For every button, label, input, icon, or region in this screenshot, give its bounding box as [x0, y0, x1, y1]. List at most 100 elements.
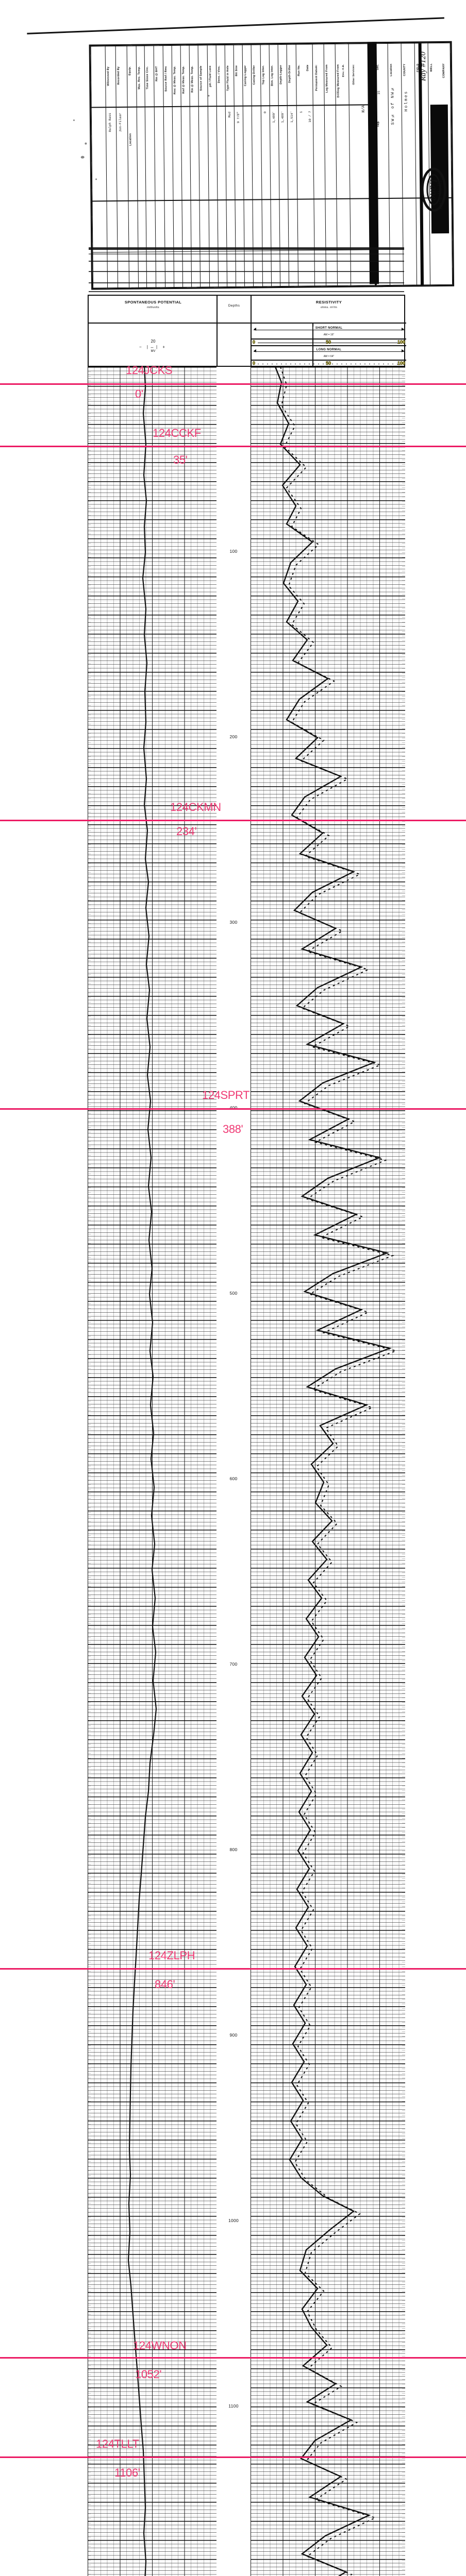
depth-label: 800: [229, 1847, 238, 1852]
header-field-label: Recorded By: [116, 66, 121, 85]
header-field-value: 0: [263, 111, 267, 114]
header-data-table: Witnessed By Recorded By Equip. Location…: [89, 42, 384, 290]
service-company-name: Lane Wells: [436, 180, 444, 210]
header-field-value: 1,514': [290, 111, 294, 123]
log-track-area: 100 200 300 400 500 600 700 800 900 1000…: [88, 367, 405, 2576]
formation-pick-line: [0, 1968, 466, 1970]
header-top-rule: [27, 17, 444, 35]
long-normal-tick-100: 100: [397, 361, 405, 366]
header-field-label: Drilling Measured From: [336, 64, 340, 98]
header-field-label: Equip.: [128, 66, 132, 76]
header-field-label: Dens. / Visc.: [217, 65, 221, 83]
depth-label: 400: [229, 1105, 238, 1110]
header-field-value: 9 7/8": [236, 111, 241, 124]
sp-scale-minus: −: [139, 345, 144, 349]
depth-label: 300: [229, 920, 238, 925]
header-field-value: 1: [299, 111, 303, 113]
location-label: Location: [389, 63, 393, 77]
header-field-label: Date: [306, 64, 310, 71]
scan-smudge-band: [89, 261, 404, 262]
other-services-value: N/A: [361, 105, 366, 113]
scan-smudge-band: [89, 271, 404, 272]
formation-pick-depth: 0': [135, 387, 143, 400]
short-normal-tick-0: 0: [253, 340, 256, 345]
formation-pick-name: 124WNON: [133, 2339, 187, 2352]
header-field-label: Casing-Driller: [252, 65, 256, 85]
county-label: COUNTY: [403, 63, 407, 76]
header-field-value: Jon-Filaar: [118, 112, 123, 132]
header-field-label: Source Rmf / Rmc: [164, 66, 168, 92]
formation-pick-depth: 234': [176, 825, 197, 838]
sp-track-units: millivolts: [147, 306, 159, 309]
formation-pick-line: [0, 383, 466, 385]
depth-label: 600: [229, 1476, 238, 1481]
lane-wells-logo: Lane: [409, 165, 455, 215]
depth-label: 900: [229, 2032, 238, 2038]
depth-track: 100 200 300 400 500 600 700 800 900 1000…: [217, 367, 251, 2576]
depth-label: 100: [229, 549, 238, 554]
sec-value: 15: [377, 91, 381, 95]
short-normal-tick-50: 50: [326, 340, 331, 345]
formation-pick-name: 124TLLT: [96, 2437, 139, 2450]
formation-pick-line: [0, 1108, 466, 1110]
scan-smudge-band: [89, 282, 404, 283]
county-value: Holmes: [404, 90, 409, 112]
resistivity-track: [251, 367, 405, 2576]
resistivity-track-title: RESISTIVITY: [315, 300, 342, 304]
header-field-label: Time Since Circ.: [145, 66, 149, 90]
header-field-label: Rm @ BHT: [155, 66, 159, 81]
header-field-label: Depth-Driller: [288, 64, 292, 83]
header-field-value: 1,480': [272, 111, 276, 123]
depth-label: 200: [229, 734, 238, 739]
long-normal-spacing: AM = 64": [323, 355, 335, 358]
formation-pick-name: 124ZLPH: [148, 1949, 195, 1962]
resistivity-track-units: ohms. m²/m: [320, 306, 338, 309]
long-normal-tick-50: 50: [326, 361, 331, 366]
header-field-label: Max. Rec. Temp.: [137, 66, 141, 90]
header-field-label: Casing-Logger: [243, 65, 247, 87]
depth-label: 500: [229, 1291, 238, 1296]
log-scale-header: SPONTANEOUS POTENTIAL millivolts Depths …: [88, 295, 406, 368]
header-field-value: 1,480': [280, 111, 285, 123]
header-field-label: Rmf @ Meas. Temp.: [181, 65, 186, 94]
sp-scale-value: 20: [151, 339, 156, 344]
header-field-label: Top Log Inter.: [261, 65, 265, 85]
header-field-label: Run No.: [297, 64, 301, 76]
twp-label: Twp.: [377, 121, 380, 127]
header-field-label: Source of Sample: [199, 65, 203, 91]
company-label: COMPANY: [442, 63, 446, 78]
formation-pick-name: 124CKMN: [170, 801, 221, 814]
sp-scale-units: MV: [151, 350, 156, 353]
sp-curve: [88, 367, 217, 2576]
header-field-label: pH / Fluid Loss: [208, 65, 212, 87]
scan-smudge-band: [89, 291, 404, 292]
sp-scale-plus: +: [162, 345, 167, 349]
header-field-value: Ralph Bass: [108, 113, 112, 132]
depth-label: 1000: [228, 2218, 239, 2223]
sp-track-title: SPONTANEOUS POTENTIAL: [124, 300, 182, 304]
header-field-label: Log Measured From: [325, 64, 329, 93]
header-field-label: Type Fluid in Hole: [226, 65, 230, 91]
formation-pick-name: 124JCKS: [126, 364, 173, 377]
formation-pick-line: [0, 446, 466, 447]
short-normal-spacing: AM = 16": [323, 333, 335, 336]
location-value: SW¼ of NW¼: [390, 85, 396, 125]
scan-smudge-band: [89, 247, 404, 250]
formation-pick-depth: 1106': [114, 2466, 140, 2479]
log-header-scan: Witnessed By Recorded By Equip. Location…: [11, 14, 455, 324]
long-normal-curve: [251, 367, 405, 2576]
header-field-label: Witnessed By: [106, 66, 110, 86]
short-normal-curve: [251, 367, 405, 2576]
svg-text:Lane: Lane: [427, 178, 440, 200]
header-field-label: Depth-Logger: [279, 64, 283, 84]
formation-pick-depth: 388': [223, 1123, 243, 1136]
formation-pick-depth: 846': [155, 1978, 175, 1991]
header-field-label: Permanent Datum:: [314, 64, 319, 91]
header-field-label: Rm @ Meas. Temp.: [190, 65, 194, 93]
header-identity-table: Sec. 15 Twp. Location SW¼ of NW¼ COUNTY …: [372, 41, 455, 287]
formation-pick-name: 124CCKF: [153, 427, 201, 439]
scan-smudge-band: [89, 253, 404, 255]
sp-scale-bar: |↔|: [146, 345, 160, 349]
formation-pick-line: [0, 2357, 466, 2359]
short-normal-label: SHORT NORMAL: [313, 327, 345, 330]
